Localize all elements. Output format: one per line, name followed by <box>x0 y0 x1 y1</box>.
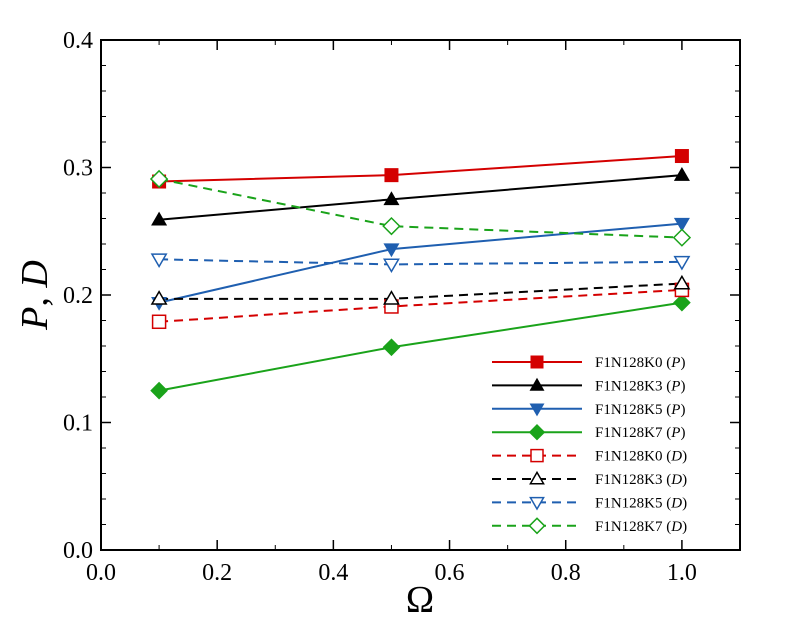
series-line <box>159 155 682 183</box>
y-axis-title: P, D <box>14 260 56 331</box>
data-point <box>150 290 168 305</box>
y-axis-title-sep: , <box>14 288 56 307</box>
legend-label-close: ) <box>682 495 687 511</box>
legend-marker <box>528 517 546 535</box>
x-tick-label: 0.2 <box>202 560 232 586</box>
legend-label-close: ) <box>680 425 685 441</box>
x-axis-title: Ω <box>406 579 434 621</box>
legend-label-name: F1N128K0 ( <box>595 355 671 371</box>
data-point <box>673 274 691 290</box>
series-line <box>158 177 682 239</box>
legend-label-close: ) <box>682 519 687 535</box>
data-point <box>673 217 690 232</box>
data-point <box>673 293 691 312</box>
legend-label-name: F1N128K5 ( <box>595 402 671 418</box>
y-tick-label: 0.4 <box>63 28 93 54</box>
data-point <box>383 258 400 274</box>
legend-label-name: F1N128K3 ( <box>595 472 671 488</box>
x-tick-label: 0.4 <box>318 560 348 586</box>
series-line <box>159 258 682 266</box>
legend-label-qualifier: D <box>670 449 682 465</box>
data-point <box>150 253 168 268</box>
data-point <box>149 169 169 189</box>
y-tick-label: 0.0 <box>63 538 93 564</box>
legend-label: F1N128K7 (P) <box>595 425 685 441</box>
series-line <box>159 174 682 221</box>
data-point <box>382 338 401 357</box>
legend-label: F1N128K5 (P) <box>595 402 685 418</box>
legend-label: F1N128K0 (D) <box>595 449 687 465</box>
y-axis-title-p: P <box>14 307 56 331</box>
legend-label-qualifier: D <box>670 472 682 488</box>
legend-label-qualifier: P <box>670 355 680 371</box>
legend-marker <box>530 448 544 463</box>
series-line <box>158 222 682 304</box>
legend-label: F1N128K3 (D) <box>595 472 687 488</box>
legend-label-name: F1N128K5 ( <box>595 495 671 511</box>
data-point <box>383 191 400 206</box>
legend-label-close: ) <box>680 355 685 371</box>
legend-marker <box>529 403 545 417</box>
legend-marker <box>530 355 544 369</box>
x-tick-label: 1.0 <box>667 560 697 586</box>
legend-label-qualifier: P <box>670 402 680 418</box>
data-point <box>151 211 168 226</box>
legend-label-close: ) <box>682 472 687 488</box>
legend: F1N128K0 (P)F1N128K3 (P)F1N128K5 (P)F1N1… <box>492 355 687 535</box>
x-tick-label: 0.6 <box>435 560 465 586</box>
y-axis-title-d: D <box>14 260 56 288</box>
legend-label-name: F1N128K7 ( <box>595 519 671 535</box>
legend-label-qualifier: D <box>670 519 682 535</box>
y-tick-label: 0.1 <box>63 411 93 437</box>
data-point <box>383 243 400 258</box>
data-point <box>150 381 168 400</box>
legend-marker <box>529 377 545 391</box>
data-point <box>673 167 690 181</box>
legend-label: F1N128K5 (D) <box>595 495 687 511</box>
y-tick-label: 0.2 <box>63 283 93 309</box>
data-point <box>674 149 689 164</box>
legend-label-name: F1N128K3 ( <box>595 378 671 394</box>
legend-label-name: F1N128K7 ( <box>595 425 671 441</box>
axis-ticks: 0.0 0.2 0.4 0.6 0.8 1.0 0.0 0.1 0.2 0.3 0.4 <box>63 28 741 586</box>
legend-marker <box>529 470 545 485</box>
data-point <box>673 255 691 271</box>
data-point <box>384 168 399 183</box>
x-tick-label: 0.8 <box>551 560 581 586</box>
legend-label-close: ) <box>680 402 685 418</box>
legend-label-qualifier: P <box>670 425 680 441</box>
x-tick-label: 0.0 <box>86 560 116 586</box>
legend-label-name: F1N128K0 ( <box>595 449 671 465</box>
legend-label: F1N128K0 (P) <box>595 355 685 371</box>
legend-label: F1N128K7 (D) <box>595 519 687 535</box>
legend-label-qualifier: D <box>670 495 682 511</box>
series-line <box>159 288 682 323</box>
legend-marker <box>529 496 545 511</box>
series-markers <box>149 149 692 400</box>
legend-label-qualifier: P <box>670 378 680 394</box>
data-point <box>383 290 400 305</box>
legend-label: F1N128K3 (P) <box>595 378 685 394</box>
data-point <box>382 216 401 236</box>
data-point <box>151 314 167 330</box>
series-line <box>159 282 682 300</box>
y-tick-label: 0.3 <box>63 156 93 182</box>
legend-label-close: ) <box>682 449 687 465</box>
data-point <box>672 228 692 247</box>
legend-label-close: ) <box>680 378 685 394</box>
legend-marker <box>528 423 546 441</box>
